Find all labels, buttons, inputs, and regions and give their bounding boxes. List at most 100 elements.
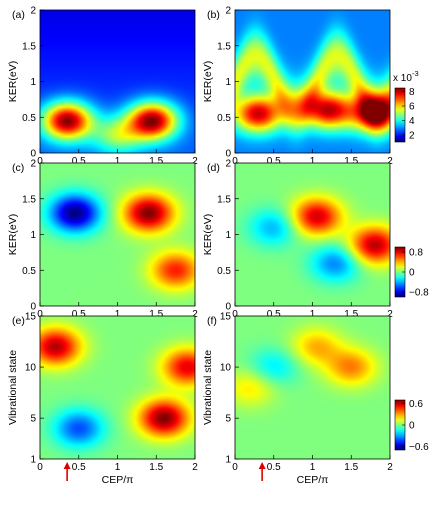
heatmap-image [235,316,390,459]
y-tick-label: 10 [220,363,232,374]
y-tick-label: 1 [225,77,231,88]
x-tick-label: 0.5 [72,156,86,167]
x-tick-label: 1.5 [149,309,163,320]
y-tick-label: 1.5 [217,41,231,52]
y-tick-label: 0 [30,302,36,313]
x-tick-label: 1.5 [344,309,358,320]
x-tick-label: 0 [37,462,43,473]
x-tick-label: 2 [192,309,198,320]
y-axis-label: Vibrational state [7,350,19,425]
x-tick-label: 0.5 [267,309,281,320]
y-tick-label: 15 [220,312,232,323]
x-tick-label: 1.5 [344,462,358,473]
x-tick-label: 1 [115,156,121,167]
x-tick-label: 2 [192,156,198,167]
heatmap-image [40,163,195,306]
heatmap-image [235,163,390,306]
x-tick-label: 1 [115,309,121,320]
colorbar-tick-label: 4 [409,116,415,127]
colorbar-tick-label: 8 [409,87,415,98]
colorbar-tick-label: 0.6 [409,399,423,410]
y-tick-label: 1.5 [22,41,36,52]
y-tick-label: 2 [225,159,231,170]
y-tick-label: 0 [225,149,231,160]
x-tick-label: 0 [232,309,238,320]
y-tick-label: 5 [30,414,36,425]
colorbar-tick-label: 2 [409,130,415,141]
x-axis-label: CEP/π [297,474,329,486]
colorbar-tick-label: 0.8 [409,248,423,259]
colorbar-tick-label: 0 [409,268,415,279]
colorbar-tick-label: 0 [409,421,415,432]
heatmap-image [40,10,195,153]
y-axis-label: Vibrational state [202,350,214,425]
x-tick-label: 0.5 [267,156,281,167]
heatmap-image [40,316,195,459]
x-tick-label: 0 [37,309,43,320]
colorbar-tick-label: 6 [409,102,415,113]
x-tick-label: 1 [310,309,316,320]
y-axis-label: KER(eV) [202,61,214,102]
colorbar-tick-label: −0.8 [409,288,429,299]
y-tick-label: 1 [225,455,231,466]
panel-label: (e) [12,315,25,327]
heatmap-image [235,10,390,153]
x-tick-label: 1.5 [344,156,358,167]
y-tick-label: 0.5 [22,113,36,124]
x-tick-label: 1.5 [149,462,163,473]
y-tick-label: 2 [30,6,36,17]
colorbar-tick-label: −0.6 [409,442,429,453]
x-tick-label: 0 [232,156,238,167]
marker-arrow-head [63,462,71,469]
y-tick-label: 1 [30,230,36,241]
panel-label: (b) [207,9,220,21]
y-tick-label: 0.5 [217,266,231,277]
x-tick-label: 0 [232,462,238,473]
x-tick-label: 2 [387,462,393,473]
x-tick-label: 0.5 [72,309,86,320]
colorbar-exponent-power: -3 [412,69,419,78]
panel-label: (d) [207,162,220,174]
y-tick-label: 1 [30,77,36,88]
y-axis-label: KER(eV) [7,61,19,102]
y-tick-label: 1 [225,230,231,241]
panel-label: (a) [12,9,25,21]
x-tick-label: 0 [37,156,43,167]
x-axis-label: CEP/π [102,474,134,486]
x-tick-label: 2 [387,156,393,167]
x-tick-label: 2 [192,462,198,473]
x-tick-label: 1.5 [149,156,163,167]
panel-label: (c) [12,162,24,174]
y-tick-label: 10 [25,363,37,374]
y-tick-label: 0 [30,149,36,160]
y-axis-label: KER(eV) [7,214,19,255]
y-tick-label: 2 [30,159,36,170]
x-tick-label: 0.5 [72,462,86,473]
y-axis-label: KER(eV) [202,214,214,255]
y-tick-label: 0 [225,302,231,313]
y-tick-label: 0.5 [217,113,231,124]
x-tick-label: 0.5 [267,462,281,473]
x-tick-label: 1 [310,462,316,473]
colorbar-exponent: x 10 [393,73,412,84]
x-tick-label: 2 [387,309,393,320]
y-tick-label: 1 [30,455,36,466]
y-tick-label: 1.5 [22,194,36,205]
x-tick-label: 1 [115,462,121,473]
marker-arrow-head [258,462,266,469]
y-tick-label: 0.5 [22,266,36,277]
y-tick-label: 1.5 [217,194,231,205]
y-tick-label: 5 [225,414,231,425]
x-tick-label: 1 [310,156,316,167]
colorbar [394,87,406,143]
panel-label: (f) [207,315,217,327]
y-tick-label: 15 [25,312,37,323]
y-tick-label: 2 [225,6,231,17]
